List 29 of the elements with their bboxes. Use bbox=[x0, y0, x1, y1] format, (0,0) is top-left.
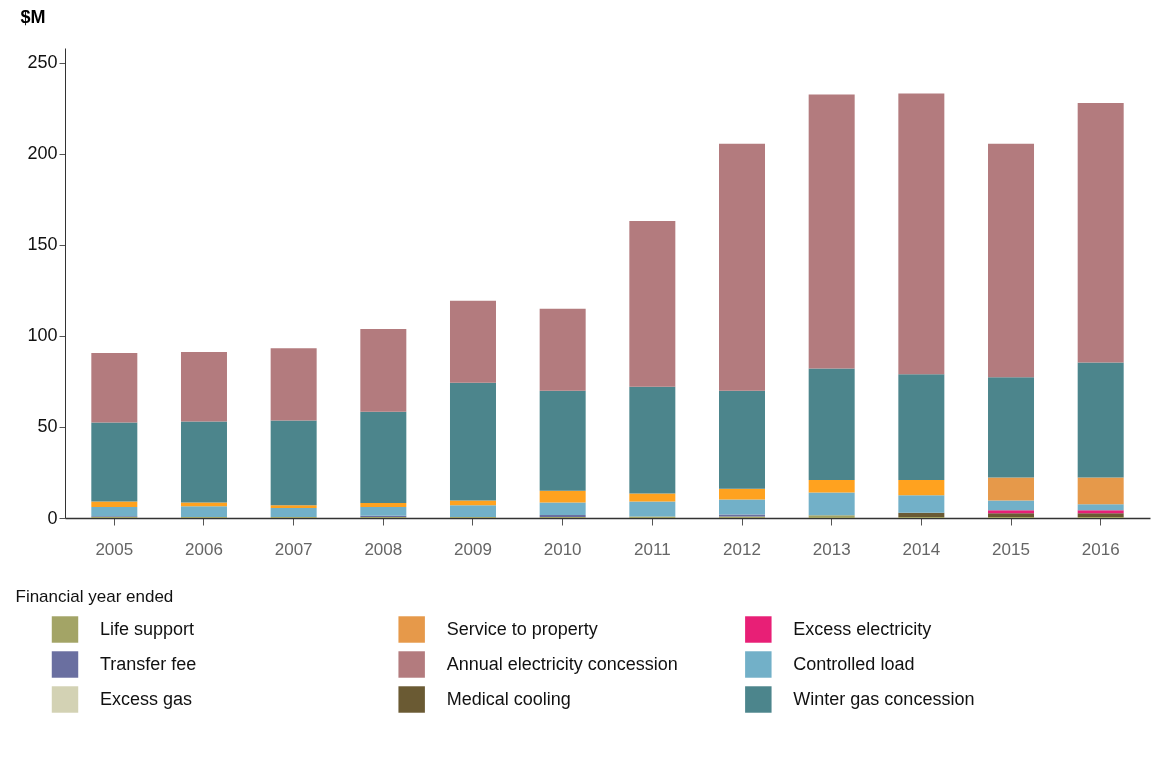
y-axis-title: $M bbox=[20, 6, 46, 27]
x-tick-label: 2007 bbox=[274, 539, 313, 559]
y-tick-label: 0 bbox=[47, 507, 58, 528]
legend-label: Medical cooling bbox=[446, 688, 571, 709]
x-axis-title: Financial year ended bbox=[15, 586, 174, 606]
legend-label: Excess gas bbox=[100, 688, 193, 709]
legend-label: Service to property bbox=[446, 618, 598, 639]
x-tick-label: 2008 bbox=[364, 539, 403, 559]
x-tick-label: 2006 bbox=[185, 539, 223, 559]
legend-label: Annual electricity concession bbox=[446, 653, 678, 674]
y-tick-label: 50 bbox=[37, 416, 58, 437]
x-tick-label: 2012 bbox=[723, 539, 761, 559]
legend-label: Life support bbox=[100, 618, 195, 639]
x-tick-label: 2016 bbox=[1081, 539, 1120, 559]
x-tick-label: 2009 bbox=[454, 539, 492, 559]
x-tick-label: 2013 bbox=[812, 539, 851, 559]
y-tick-label: 250 bbox=[27, 52, 58, 73]
x-tick-label: 2005 bbox=[95, 539, 134, 559]
x-tick-label: 2015 bbox=[992, 539, 1030, 559]
legend-label: Excess electricity bbox=[793, 618, 932, 639]
x-tick-label: 2010 bbox=[543, 539, 582, 559]
y-tick-label: 150 bbox=[27, 234, 58, 255]
y-tick-label: 100 bbox=[27, 325, 58, 346]
legend-label: Winter gas concession bbox=[793, 688, 975, 709]
legend-label: Transfer fee bbox=[100, 653, 197, 674]
x-tick-label: 2011 bbox=[634, 539, 671, 559]
legend-label: Controlled load bbox=[793, 653, 915, 674]
x-tick-label: 2014 bbox=[902, 539, 941, 559]
y-tick-label: 200 bbox=[27, 143, 58, 164]
